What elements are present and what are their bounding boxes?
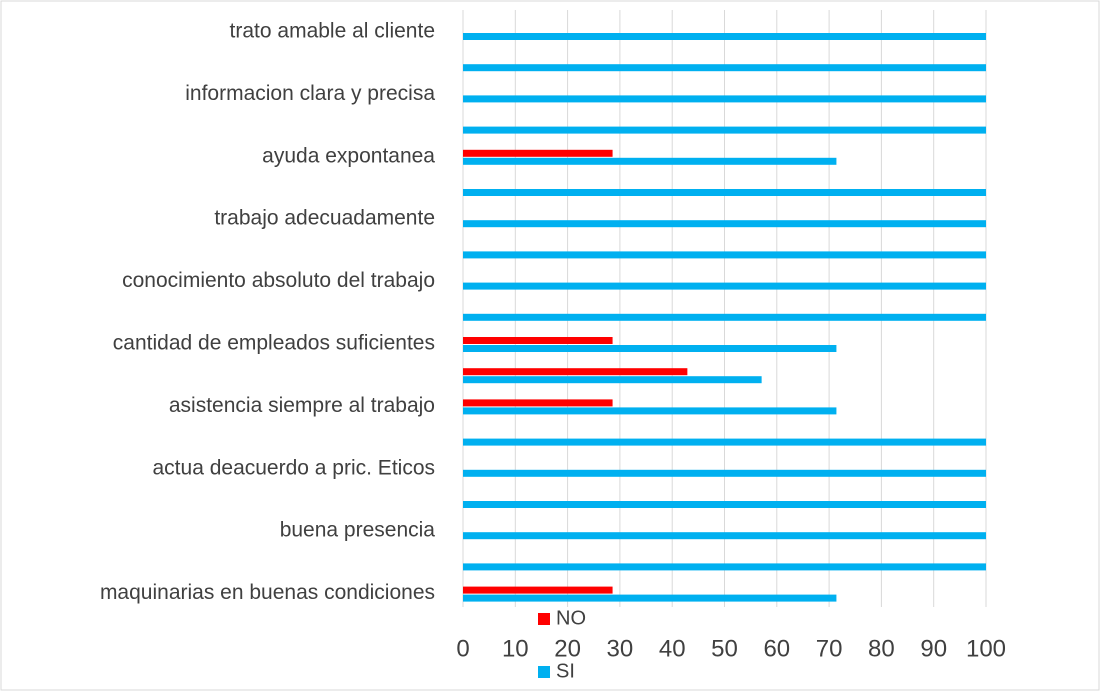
bar bbox=[463, 407, 837, 415]
x-tick-label: 80 bbox=[868, 635, 895, 662]
bar bbox=[463, 157, 837, 165]
x-tick-label: 20 bbox=[554, 635, 581, 662]
bar bbox=[463, 251, 986, 259]
x-tick-label: 60 bbox=[763, 635, 790, 662]
legend-swatch bbox=[538, 666, 550, 678]
bar bbox=[463, 438, 986, 446]
bar bbox=[463, 126, 986, 134]
bar bbox=[463, 345, 837, 352]
bar bbox=[463, 368, 688, 376]
bar bbox=[463, 149, 613, 157]
bar bbox=[463, 282, 986, 290]
bar bbox=[463, 189, 986, 196]
bar bbox=[463, 313, 986, 321]
y-tick-label: actua deacuerdo a pric. Eticos bbox=[153, 456, 436, 479]
y-tick-label: conocimiento absoluto del trabajo bbox=[122, 269, 435, 292]
x-tick-label: 40 bbox=[659, 635, 686, 662]
legend-swatch bbox=[538, 613, 550, 625]
bar bbox=[463, 501, 986, 508]
bar bbox=[463, 532, 986, 540]
legend-label: NO bbox=[556, 607, 586, 629]
y-tick-label: trato amable al cliente bbox=[230, 20, 435, 43]
y-tick-label: buena presencia bbox=[280, 519, 436, 542]
y-tick-label: maquinarias en buenas condiciones bbox=[100, 581, 435, 604]
bar bbox=[463, 376, 762, 384]
y-tick-label: trabajo adecuadamente bbox=[214, 207, 435, 230]
legend-label: SI bbox=[556, 660, 575, 682]
bar bbox=[463, 64, 986, 72]
bar bbox=[463, 594, 837, 602]
bar bbox=[463, 469, 986, 477]
x-tick-label: 70 bbox=[816, 635, 843, 662]
bar bbox=[463, 586, 613, 594]
x-tick-label: 100 bbox=[966, 635, 1006, 662]
bar bbox=[463, 399, 613, 407]
y-tick-label: asistencia siempre al trabajo bbox=[169, 394, 435, 417]
bar bbox=[463, 95, 986, 103]
bar bbox=[463, 33, 986, 40]
x-tick-label: 0 bbox=[456, 635, 469, 662]
x-tick-label: 50 bbox=[711, 635, 738, 662]
y-tick-label: ayuda expontanea bbox=[262, 144, 435, 167]
y-tick-label: informacion clara y precisa bbox=[185, 82, 435, 105]
bar bbox=[463, 220, 986, 228]
x-tick-label: 10 bbox=[502, 635, 529, 662]
x-tick-label: 30 bbox=[607, 635, 634, 662]
y-tick-label: cantidad de empleados suficientes bbox=[113, 332, 435, 355]
x-tick-label: 90 bbox=[920, 635, 947, 662]
bar bbox=[463, 563, 986, 571]
bar bbox=[463, 337, 613, 344]
